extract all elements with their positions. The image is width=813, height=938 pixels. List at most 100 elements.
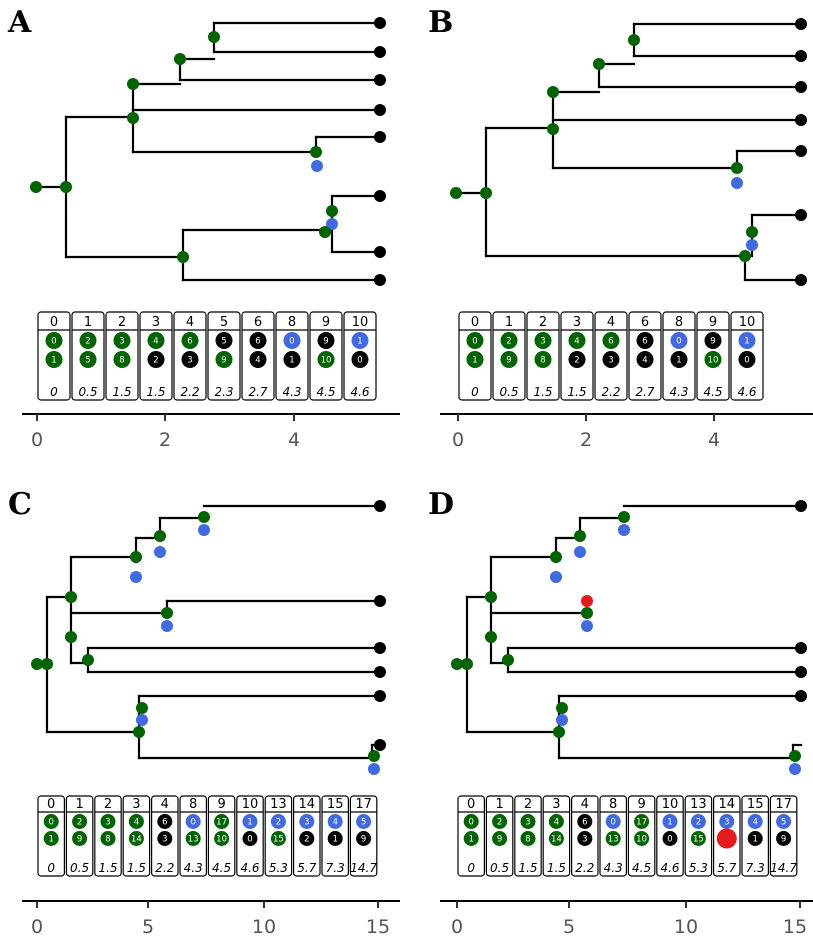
time-label: 7.3 [326,861,345,875]
state-green-circle [605,831,621,846]
panel-letter: A [7,5,32,40]
table-column: 6 6 4 2.7 [628,311,662,401]
x-axis: 0 2 4 [22,413,400,451]
tree-node [198,511,210,523]
tree-node [502,654,514,666]
table-column: 2 3 8 1.5 [105,311,139,401]
tree-node-sample [746,239,758,251]
state-green-circle [43,831,59,846]
tip-node [374,246,386,258]
node-id: 1 [468,835,473,845]
state-black-circle [157,831,173,846]
tree-node [450,187,462,199]
state-green-circle [466,332,484,349]
node-id: 17 [636,818,647,828]
tip-node [374,274,386,286]
time-label: 0.5 [78,385,97,399]
state-red-circle [716,828,737,849]
node-id: 2 [304,835,309,845]
panel-d: D [428,487,813,938]
state-black-circle [317,332,335,349]
state-green-circle [113,351,131,368]
state-blue-circle [747,814,763,829]
node-id: 3 [608,356,613,366]
time-label: 4.3 [282,385,301,399]
node-id: 4 [642,356,647,366]
time-label: 0 [50,385,58,399]
time-label: 1.5 [547,861,566,875]
tree-node-sample [130,571,142,583]
column-header: 1 [495,797,503,812]
tip-node [374,666,386,678]
node-id: 9 [710,337,715,347]
tree-branches [35,504,382,760]
table-column: 8 0 13 4.3 [179,795,207,877]
tick-label: 15 [783,916,807,938]
state-green-circle [500,351,518,368]
node-id: 15 [693,835,704,845]
node-id: 6 [608,337,613,347]
state-green-circle [704,351,722,368]
node-id: 1 [752,835,757,845]
tree-node [136,702,148,714]
node-id: 0 [289,337,294,347]
column-header: 0 [50,315,58,330]
state-green-circle [634,814,650,829]
state-blue-circle [776,814,792,829]
state-black-circle [662,831,678,846]
state-blue-circle [327,814,343,829]
state-blue-circle [690,814,706,829]
node-id: 3 [724,818,729,828]
column-header: 13 [270,797,287,812]
node-id: 0 [676,337,681,347]
x-axis: 0 5 10 15 [440,900,813,938]
table-column: 9 17 10 4.5 [627,795,656,877]
column-header: 5 [220,315,228,330]
state-green-circle [520,814,536,829]
table-column: 15 4 1 7.3 [321,795,349,877]
time-label: 0.5 [490,861,509,875]
panel-a: A [7,5,400,451]
column-header: 4 [161,797,169,812]
node-id: 1 [744,337,749,347]
state-blue-circle [242,814,258,829]
time-label: 4.5 [703,385,722,399]
time-label: 5.7 [717,861,736,875]
panel-c: C [8,487,400,938]
node-id: 6 [187,337,192,347]
tick-label: 4 [708,429,720,451]
time-label: 7.3 [746,861,765,875]
tree-nodes [450,18,807,286]
node-id: 1 [48,835,53,845]
state-blue-circle [670,332,688,349]
node-id: 0 [190,818,195,828]
state-green-circle [113,332,131,349]
time-label: 0 [47,861,55,875]
tree-node [574,530,586,542]
node-table: 00101250.52381.53421.54632.25592.36642.7… [37,311,377,401]
state-blue-circle [738,332,756,349]
column-header: 17 [775,797,792,812]
node-id: 14 [551,835,562,845]
column-header: 3 [573,315,581,330]
time-label: 5.3 [689,861,708,875]
state-black-circle [776,831,792,846]
tree-nodes [31,500,386,775]
node-id: 6 [255,337,260,347]
tip-node [374,104,386,116]
tree-node [618,511,630,523]
column-header: 10 [242,797,259,812]
tree-node [82,654,94,666]
table-column: 13 2 15 5.3 [264,795,293,877]
tree-node [628,34,640,46]
table-column: 4 6 3 2.2 [594,311,628,401]
state-blue-circle [351,332,369,349]
state-green-circle [214,831,230,846]
node-id: 2 [574,356,579,366]
tree-nodes [451,500,807,775]
time-label: 4.3 [184,861,203,875]
tree-node-sample [618,524,630,536]
time-label: 2.7 [248,385,267,399]
time-label: 14.7 [770,861,797,875]
